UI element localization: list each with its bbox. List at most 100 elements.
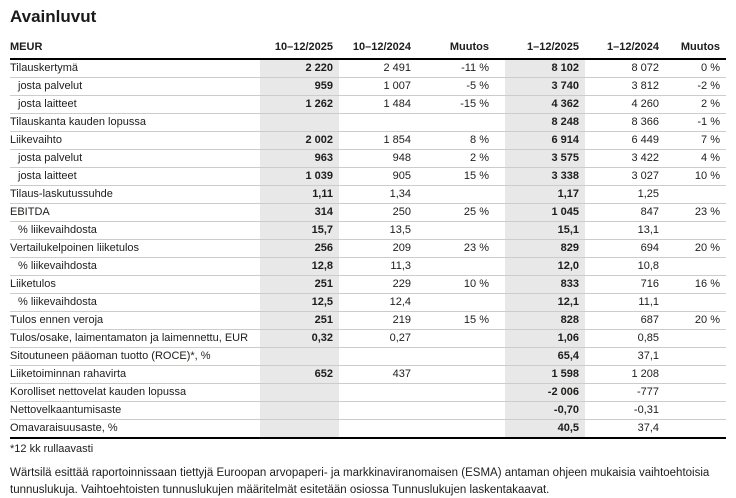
cell-muutos-fy: -2 %	[665, 77, 726, 96]
col-header-fy-2024: 1–12/2024	[585, 39, 665, 60]
cell-muutos-q4	[417, 113, 495, 132]
table-row: Vertailukelpoinen liiketulos 256 209 23 % 82…	[10, 239, 726, 258]
row-label: Tulos ennen veroja	[10, 311, 260, 330]
cell-q4-2025: 15,7	[260, 221, 339, 240]
table-row: % liikevaihdosta 12,8 11,3 12,0 10,8	[10, 257, 726, 276]
cell-q4-2024: 0,27	[339, 329, 417, 348]
cell-q4-2024	[339, 347, 417, 366]
cell-fy-2025: 12,0	[505, 257, 585, 276]
cell-q4-2025: 0,32	[260, 329, 339, 348]
row-label: EBITDA	[10, 203, 260, 222]
col-header-meur: MEUR	[10, 39, 260, 60]
cell-q4-2024: 1 484	[339, 95, 417, 114]
cell-muutos-fy: 4 %	[665, 149, 726, 168]
cell-q4-2025: 963	[260, 149, 339, 168]
row-label: Tilauskertymä	[10, 59, 260, 78]
cell-muutos-q4: 15 %	[417, 311, 495, 330]
table-row: Sitoutuneen pääoman tuotto (ROCE)*, % 65,…	[10, 347, 726, 366]
cell-q4-2024: 437	[339, 365, 417, 384]
cell-q4-2024: 229	[339, 275, 417, 294]
cell-q4-2025: 959	[260, 77, 339, 96]
cell-q4-2024: 209	[339, 239, 417, 258]
cell-muutos-fy	[665, 419, 726, 439]
cell-q4-2025	[260, 347, 339, 366]
cell-muutos-fy	[665, 221, 726, 240]
cell-fy-2024: 8 072	[585, 59, 665, 78]
spacer-cell	[495, 239, 505, 258]
cell-muutos-fy	[665, 383, 726, 402]
cell-q4-2025: 652	[260, 365, 339, 384]
cell-q4-2024: 1,34	[339, 185, 417, 204]
table-row: Nettovelkaantumisaste -0,70 -0,31	[10, 401, 726, 420]
table-row: % liikevaihdosta 12,5 12,4 12,1 11,1	[10, 293, 726, 312]
table-body: Tilauskertymä 2 220 2 491 -11 % 8 102 8 072 0 …	[10, 59, 726, 439]
row-label: Liikevaihto	[10, 131, 260, 150]
cell-q4-2024: 219	[339, 311, 417, 330]
cell-muutos-fy: -1 %	[665, 113, 726, 132]
cell-fy-2025: 8 248	[505, 113, 585, 132]
cell-fy-2025: 3 338	[505, 167, 585, 186]
cell-muutos-fy	[665, 293, 726, 312]
cell-q4-2025: 12,8	[260, 257, 339, 276]
cell-fy-2024: 847	[585, 203, 665, 222]
cell-q4-2024: 1 007	[339, 77, 417, 96]
cell-fy-2024: 37,1	[585, 347, 665, 366]
row-label: Tulos/osake, laimentamaton ja laimennett…	[10, 329, 260, 348]
cell-muutos-q4	[417, 383, 495, 402]
cell-q4-2025	[260, 419, 339, 439]
cell-muutos-q4: 10 %	[417, 275, 495, 294]
cell-q4-2024: 13,5	[339, 221, 417, 240]
cell-q4-2025: 1 039	[260, 167, 339, 186]
table-header-row: MEUR 10–12/2025 10–12/2024 Muutos 1–12/2…	[10, 39, 726, 60]
cell-q4-2025: 251	[260, 311, 339, 330]
col-header-q4-2024: 10–12/2024	[339, 39, 417, 60]
cell-q4-2024	[339, 383, 417, 402]
cell-muutos-fy	[665, 365, 726, 384]
row-label: Sitoutuneen pääoman tuotto (ROCE)*, %	[10, 347, 260, 366]
spacer-cell	[495, 149, 505, 168]
spacer-cell	[495, 365, 505, 384]
spacer-cell	[495, 59, 505, 78]
row-label: josta laitteet	[10, 167, 260, 186]
col-header-spacer	[495, 39, 505, 60]
row-label: Nettovelkaantumisaste	[10, 401, 260, 420]
cell-q4-2025: 256	[260, 239, 339, 258]
cell-fy-2025: 1,06	[505, 329, 585, 348]
cell-fy-2024: 1,25	[585, 185, 665, 204]
cell-q4-2025	[260, 383, 339, 402]
cell-muutos-fy	[665, 347, 726, 366]
cell-fy-2024: 37,4	[585, 419, 665, 439]
cell-fy-2025: 3 740	[505, 77, 585, 96]
cell-q4-2025: 2 220	[260, 59, 339, 78]
report-page: Avainluvut MEUR 10–12/2025 10–12/2024 Mu…	[10, 7, 726, 498]
cell-muutos-fy: 0 %	[665, 59, 726, 78]
cell-fy-2025: 8 102	[505, 59, 585, 78]
cell-muutos-q4: 25 %	[417, 203, 495, 222]
cell-muutos-fy: 20 %	[665, 311, 726, 330]
row-label: Tilaus-laskutussuhde	[10, 185, 260, 204]
cell-muutos-fy	[665, 257, 726, 276]
table-row: % liikevaihdosta 15,7 13,5 15,1 13,1	[10, 221, 726, 240]
table-row: josta palvelut 963 948 2 % 3 575 3 422 4 %	[10, 149, 726, 168]
spacer-cell	[495, 257, 505, 276]
cell-muutos-fy: 7 %	[665, 131, 726, 150]
spacer-cell	[495, 311, 505, 330]
cell-muutos-fy	[665, 185, 726, 204]
cell-fy-2024: 3 812	[585, 77, 665, 96]
cell-muutos-q4	[417, 365, 495, 384]
table-row: Tulos ennen veroja 251 219 15 % 828 687 20 %	[10, 311, 726, 330]
cell-muutos-q4: 2 %	[417, 149, 495, 168]
row-label: Omavaraisuusaste, %	[10, 419, 260, 439]
cell-fy-2025: 6 914	[505, 131, 585, 150]
cell-q4-2024	[339, 419, 417, 439]
table-footnote: *12 kk rullaavasti	[10, 443, 94, 455]
spacer-cell	[495, 347, 505, 366]
cell-muutos-fy	[665, 329, 726, 348]
cell-muutos-q4	[417, 401, 495, 420]
table-row: Tulos/osake, laimentamaton ja laimennett…	[10, 329, 726, 348]
spacer-cell	[495, 77, 505, 96]
cell-muutos-q4: -15 %	[417, 95, 495, 114]
cell-q4-2025	[260, 113, 339, 132]
cell-muutos-fy: 23 %	[665, 203, 726, 222]
cell-q4-2025	[260, 401, 339, 420]
